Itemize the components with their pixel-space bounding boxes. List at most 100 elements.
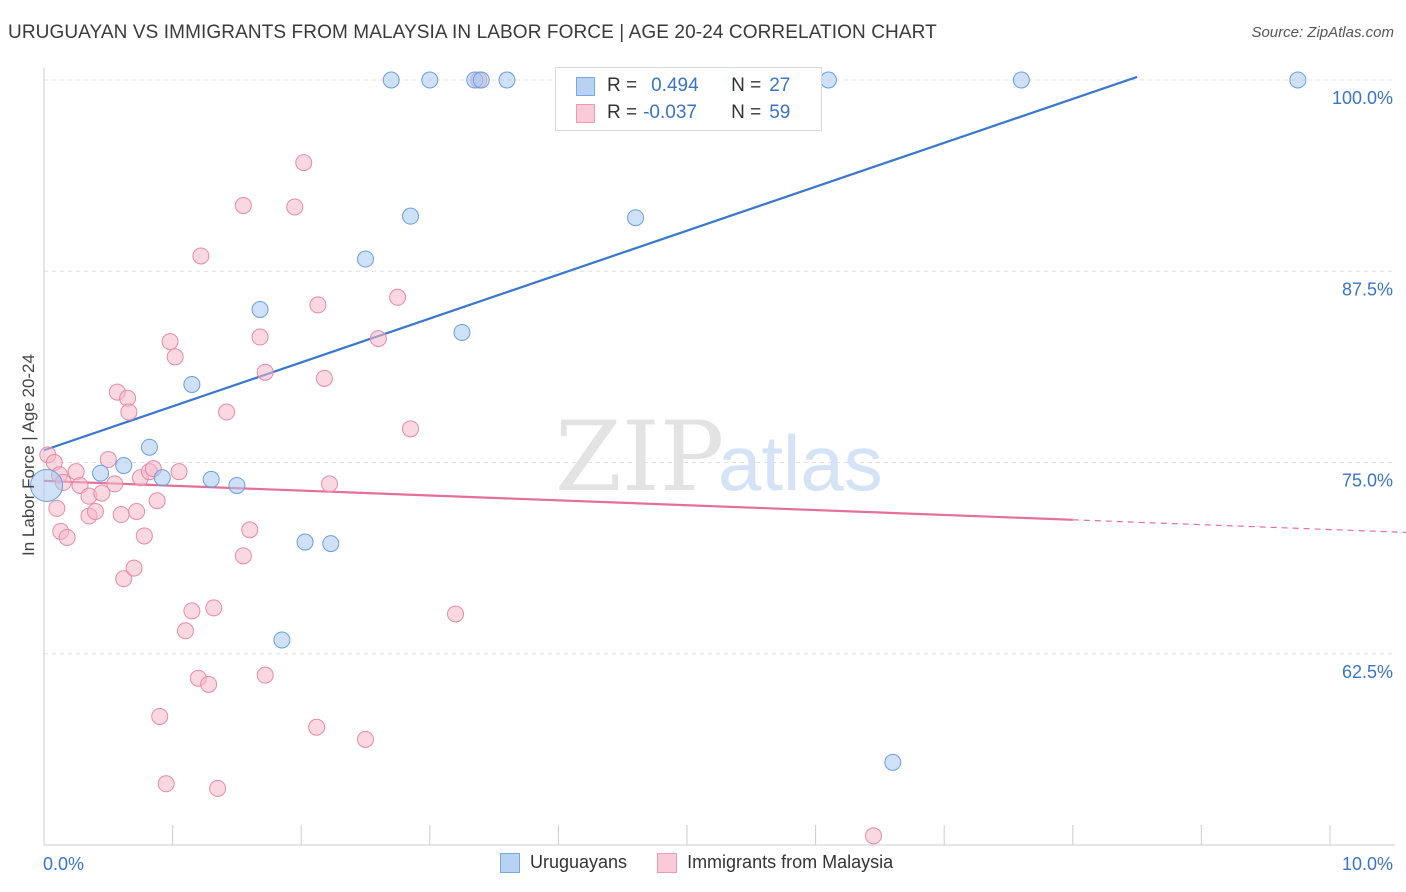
legend-r-label: R =	[607, 102, 638, 123]
data-point	[884, 753, 902, 771]
x-tick-max: 10.0%	[1342, 854, 1393, 874]
data-point	[93, 484, 111, 502]
legend-swatch-pink	[657, 852, 678, 873]
data-point	[421, 71, 439, 89]
data-point	[402, 207, 420, 225]
data-point	[447, 605, 465, 623]
data-point	[148, 492, 166, 510]
data-point	[819, 71, 837, 89]
y-tick-labels: 100.0% 87.5% 75.0% 62.5%	[1332, 88, 1393, 682]
legend-r-label: R =	[607, 75, 638, 96]
data-point	[320, 475, 338, 493]
legend-n-value: 59	[769, 102, 791, 123]
legend-swatch-blue	[576, 76, 595, 96]
legend-swatch-pink	[576, 103, 595, 123]
data-point	[125, 559, 143, 577]
data-point	[183, 602, 201, 620]
legend-swatch-blue	[500, 852, 520, 873]
data-point	[115, 570, 133, 588]
data-point	[453, 323, 471, 341]
data-point	[161, 333, 179, 351]
data-point	[140, 438, 158, 456]
data-point	[309, 296, 327, 314]
data-point	[58, 528, 76, 546]
data-point	[228, 476, 246, 494]
data-point	[369, 330, 387, 348]
source-label: Source: ZipAtlas.com	[1251, 24, 1394, 41]
trend-line	[43, 75, 1138, 452]
data-point	[864, 827, 882, 845]
data-point	[322, 535, 340, 553]
data-point	[170, 463, 188, 481]
watermark-atlas: atlas	[718, 419, 883, 507]
data-point	[106, 475, 124, 493]
series-legend: Uruguayans Immigrants from Malaysia	[500, 852, 923, 873]
data-point	[256, 363, 274, 381]
trend-line	[43, 479, 1073, 521]
data-point	[192, 247, 210, 265]
stats-legend: R = 0.494 N = 27 R = -0.037 N = 59	[555, 67, 822, 131]
legend-row-malaysia: R = -0.037 N = 59	[576, 100, 790, 126]
data-point	[251, 328, 269, 346]
data-point	[308, 718, 326, 736]
watermark-zip: ZIP	[555, 401, 724, 513]
data-point	[99, 450, 117, 468]
data-point	[205, 599, 223, 617]
trend-lines	[43, 75, 1406, 534]
data-point	[176, 622, 194, 640]
legend-n-label: N =	[731, 75, 762, 96]
data-point	[627, 209, 645, 227]
data-point	[157, 775, 175, 793]
data-point	[112, 506, 130, 524]
data-point	[128, 502, 146, 520]
y-tick-label: 75.0%	[1342, 471, 1393, 491]
data-point	[166, 348, 184, 366]
data-point	[498, 71, 516, 89]
data-point	[472, 71, 490, 89]
data-point	[200, 675, 218, 693]
legend-row-uruguayans: R = 0.494 N = 27	[576, 73, 790, 99]
y-axis-label: In Labor Force | Age 20-24	[19, 354, 38, 556]
y-tick-label: 62.5%	[1342, 662, 1393, 682]
data-point	[218, 403, 236, 421]
data-point	[241, 521, 259, 539]
data-point	[115, 457, 133, 475]
data-point	[202, 470, 220, 488]
trend-line-dashed	[1072, 519, 1406, 534]
data-point	[251, 301, 269, 318]
data-points	[30, 71, 1307, 845]
data-point	[151, 707, 169, 725]
watermark: ZIP atlas	[555, 401, 883, 513]
data-point	[357, 250, 374, 268]
legend-r-value: 0.494	[651, 75, 699, 96]
y-tick-label: 87.5%	[1342, 279, 1393, 299]
data-point	[120, 403, 138, 421]
x-tick-min: 0.0%	[43, 854, 84, 874]
data-point	[256, 666, 274, 684]
data-point	[402, 420, 420, 438]
data-point	[389, 288, 407, 306]
data-point	[48, 499, 66, 517]
legend-item-uruguayans[interactable]: Uruguayans	[500, 852, 627, 873]
data-point	[273, 631, 291, 649]
legend-r-value: -0.037	[643, 102, 697, 123]
data-point	[315, 369, 333, 387]
data-point	[295, 154, 313, 172]
data-point	[296, 533, 314, 551]
data-point	[234, 547, 252, 565]
legend-label: Immigrants from Malaysia	[687, 852, 894, 872]
gridlines	[44, 79, 1395, 655]
data-point	[382, 71, 400, 89]
data-point	[135, 527, 153, 545]
legend-item-malaysia[interactable]: Immigrants from Malaysia	[657, 852, 893, 873]
data-point	[86, 502, 104, 520]
data-point	[234, 196, 252, 214]
y-tick-label: 100.0%	[1332, 88, 1393, 108]
data-point	[357, 730, 374, 748]
data-point	[92, 464, 110, 482]
data-point	[153, 469, 171, 487]
data-point	[1289, 71, 1307, 89]
data-point	[1012, 71, 1030, 89]
data-point	[183, 375, 201, 393]
